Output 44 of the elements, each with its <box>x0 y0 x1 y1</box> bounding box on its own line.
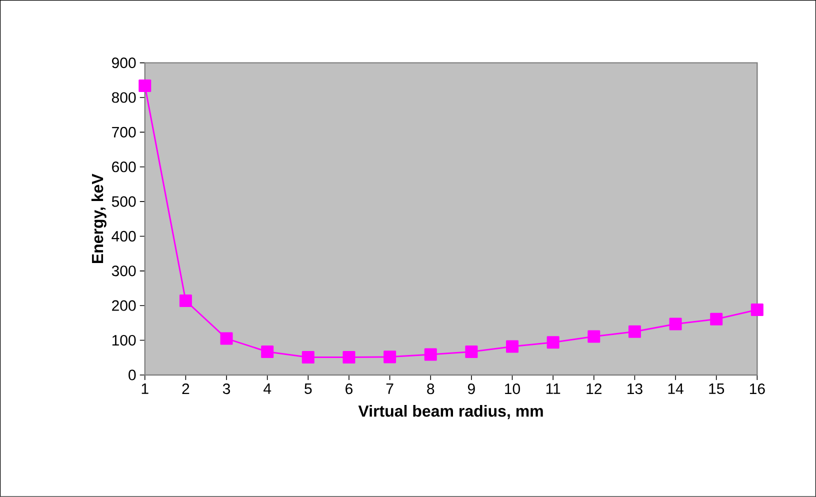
point <box>220 332 233 345</box>
y-tick-label: 800 <box>112 92 136 103</box>
x-tick-label: 5 <box>304 384 312 394</box>
x-tick-label: 7 <box>386 384 394 394</box>
point <box>628 325 641 338</box>
y-tick-label: 900 <box>112 58 136 68</box>
point <box>588 330 600 343</box>
y-tick-label: 700 <box>112 126 136 138</box>
x-tick-label: 1 <box>142 384 148 394</box>
point <box>342 351 356 364</box>
point <box>669 318 682 330</box>
y-tick-label: 0 <box>128 370 136 380</box>
point <box>506 340 519 353</box>
x-tick-label: 6 <box>346 384 352 394</box>
x-tick-label: 4 <box>264 384 272 394</box>
point <box>302 351 314 364</box>
point <box>261 346 274 358</box>
y-tick-label: 500 <box>112 196 136 207</box>
y-tick-label: 300 <box>112 266 136 276</box>
y-axis-title: Energy, keV <box>91 174 106 264</box>
y-tick-label: 600 <box>112 162 136 172</box>
point <box>384 350 396 364</box>
point <box>710 312 723 326</box>
point <box>138 80 152 92</box>
x-tick-label: 8 <box>427 384 434 394</box>
x-tick-label: 10 <box>505 384 520 394</box>
x-axis-title: Virtual beam radius, mm <box>358 405 543 420</box>
point <box>546 336 560 349</box>
point <box>179 294 192 308</box>
point <box>424 348 437 361</box>
x-tick-label: 11 <box>546 384 560 394</box>
x-tick-label: 14 <box>668 384 684 394</box>
point <box>750 304 764 316</box>
x-tick-label: 2 <box>182 384 190 394</box>
x-tick-label: 16 <box>750 384 765 394</box>
x-tick-label: 9 <box>468 384 475 394</box>
point <box>465 346 478 358</box>
x-tick-label: 15 <box>709 384 724 394</box>
x-tick-label: 3 <box>222 384 230 394</box>
y-tick-label: 200 <box>112 300 136 311</box>
x-tick-label: 13 <box>628 384 642 394</box>
x-tick-label: 12 <box>586 384 602 394</box>
y-tick-label: 400 <box>112 231 136 242</box>
y-tick-label: 100 <box>112 335 136 346</box>
